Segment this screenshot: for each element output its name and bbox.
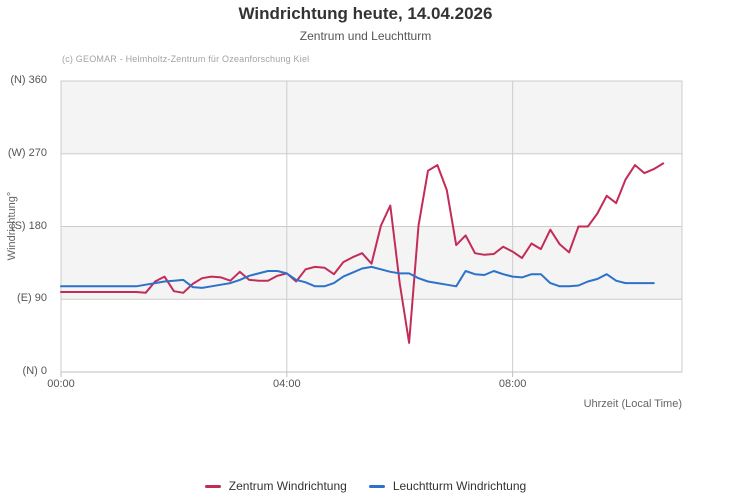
x-tick-label: 04:00 — [273, 378, 301, 390]
legend-label: Leuchtturm Windrichtung — [392, 479, 527, 493]
legend-dash-icon — [368, 484, 385, 488]
legend-item-zentrum[interactable]: Zentrum Windrichtung — [204, 479, 347, 493]
plot-band — [61, 81, 682, 154]
x-tick-label: 00:00 — [47, 378, 75, 390]
series-line-leuchtturm[interactable] — [60, 265, 655, 289]
chart-subtitle: Zentrum und Leuchtturm — [299, 29, 432, 43]
x-tick-label: 08:00 — [498, 378, 527, 390]
legend: Zentrum Windrichtung Leuchtturm Windricht… — [0, 479, 731, 493]
y-tick-label: (N) 0 — [22, 365, 47, 377]
chart-credit: (c) GEOMAR - Helmholtz-Zentrum für Ozean… — [62, 54, 310, 64]
y-tick-label: (S) 180 — [10, 219, 47, 232]
legend-dash-icon — [204, 484, 221, 488]
legend-label: Zentrum Windrichtung — [228, 479, 347, 493]
y-tick-label: (W) 270 — [7, 146, 47, 159]
legend-item-leuchtturm[interactable]: Leuchtturm Windrichtung — [368, 479, 527, 493]
series-line-zentrum[interactable] — [60, 162, 665, 344]
chart-title: Windrichtung heute, 14.04.2026 — [238, 4, 493, 23]
y-tick-label: (E) 90 — [17, 292, 47, 305]
y-tick-label: (N) 360 — [10, 74, 47, 86]
x-axis-title: Uhrzeit (Local Time) — [583, 398, 682, 410]
